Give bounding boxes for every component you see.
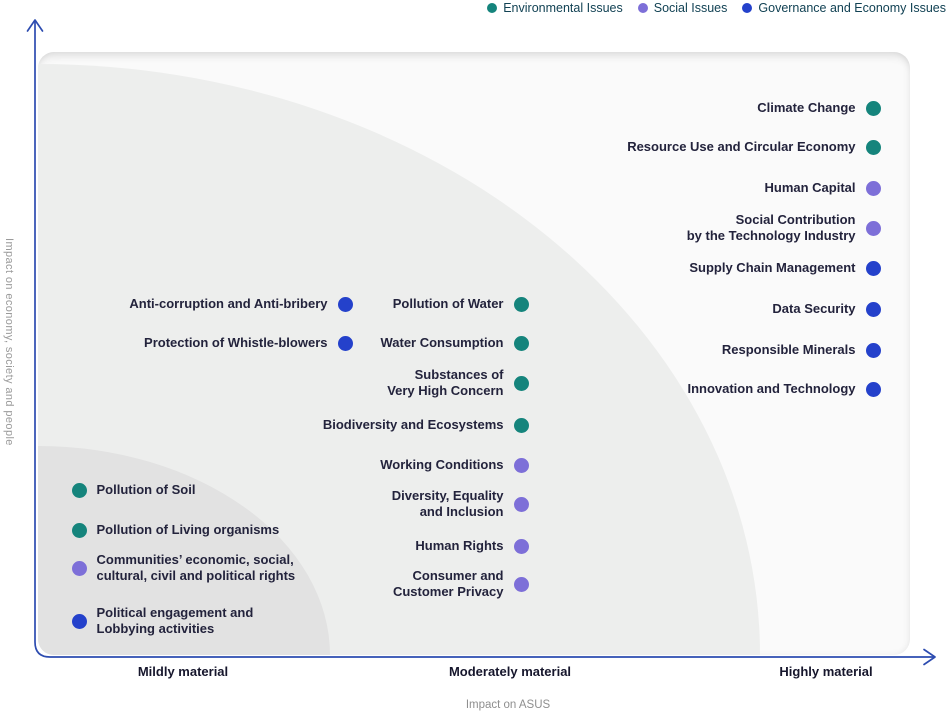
legend-dot-icon: [742, 3, 753, 13]
matrix-item-label: Consumer and Customer Privacy: [392, 568, 504, 599]
matrix-item-label: Innovation and Technology: [687, 381, 856, 396]
matrix-dot: [865, 220, 881, 236]
matrix-item-label: Biodiversity and Ecosystems: [322, 417, 504, 432]
matrix-item-label: Protection of Whistle-blowers: [144, 335, 328, 350]
legend: Environmental Issues Social Issues Gover…: [487, 1, 946, 15]
plot-area: [38, 52, 910, 655]
matrix-dot: [337, 296, 353, 312]
matrix-dot: [71, 613, 87, 629]
legend-label: Governance and Economy Issues: [758, 1, 946, 15]
x-axis-arrow-icon: [923, 648, 936, 666]
matrix-item-label: Data Security: [772, 301, 856, 316]
matrix-dot: [865, 381, 881, 397]
matrix-dot: [865, 139, 881, 155]
matrix-item-label: Supply Chain Management: [689, 260, 856, 275]
matrix-dot: [513, 538, 529, 554]
matrix-item-label: Responsible Minerals: [721, 342, 856, 357]
x-tick-label: Moderately material: [448, 664, 572, 679]
matrix-item-label: Human Capital: [764, 180, 856, 195]
x-axis-title: Impact on ASUS: [465, 699, 551, 711]
legend-label: Social Issues: [653, 1, 728, 15]
matrix-dot: [865, 260, 881, 276]
legend-item: Social Issues: [637, 1, 728, 15]
matrix-item-label: Working Conditions: [380, 457, 504, 472]
matrix-dot: [71, 560, 87, 576]
matrix-dot: [865, 301, 881, 317]
legend-dot-icon: [637, 3, 648, 13]
matrix-dot: [513, 417, 529, 433]
legend-item: Environmental Issues: [487, 1, 623, 15]
matrix-dot: [513, 457, 529, 473]
matrix-item-label: Pollution of Water: [392, 296, 504, 311]
matrix-item-label: Communities’ economic, social, cultural,…: [96, 552, 296, 583]
matrix-dot: [337, 335, 353, 351]
legend-item: Governance and Economy Issues: [742, 1, 946, 15]
matrix-item-label: Political engagement and Lobbying activi…: [96, 605, 254, 636]
matrix-item-label: Diversity, Equality and Inclusion: [391, 488, 504, 519]
matrix-item-label: Human Rights: [415, 538, 504, 553]
matrix-dot: [865, 100, 881, 116]
legend-label: Environmental Issues: [503, 1, 623, 15]
matrix-dot: [71, 522, 87, 538]
legend-dot-icon: [487, 3, 498, 13]
matrix-dot: [865, 180, 881, 196]
matrix-dot: [513, 296, 529, 312]
matrix-item-label: Pollution of Living organisms: [96, 522, 280, 537]
matrix-item-label: Water Consumption: [380, 335, 504, 350]
matrix-item-label: Climate Change: [757, 100, 856, 115]
matrix-dot: [513, 335, 529, 351]
matrix-item-label: Substances of Very High Concern: [387, 367, 504, 398]
y-axis-title: Impact on economy, society and people: [3, 238, 15, 446]
matrix-item-label: Social Contribution by the Technology In…: [686, 212, 856, 243]
matrix-dot: [865, 342, 881, 358]
matrix-dot: [71, 482, 87, 498]
matrix-dot: [513, 375, 529, 391]
y-axis-arrow-icon: [26, 19, 44, 32]
matrix-dot: [513, 576, 529, 592]
matrix-item-label: Anti-corruption and Anti-bribery: [129, 296, 328, 311]
x-tick-label: Highly material: [779, 664, 873, 679]
matrix-dot: [513, 496, 529, 512]
matrix-item-label: Resource Use and Circular Economy: [627, 139, 856, 154]
x-tick-label: Mildly material: [137, 664, 229, 679]
matrix-item-label: Pollution of Soil: [96, 482, 196, 497]
